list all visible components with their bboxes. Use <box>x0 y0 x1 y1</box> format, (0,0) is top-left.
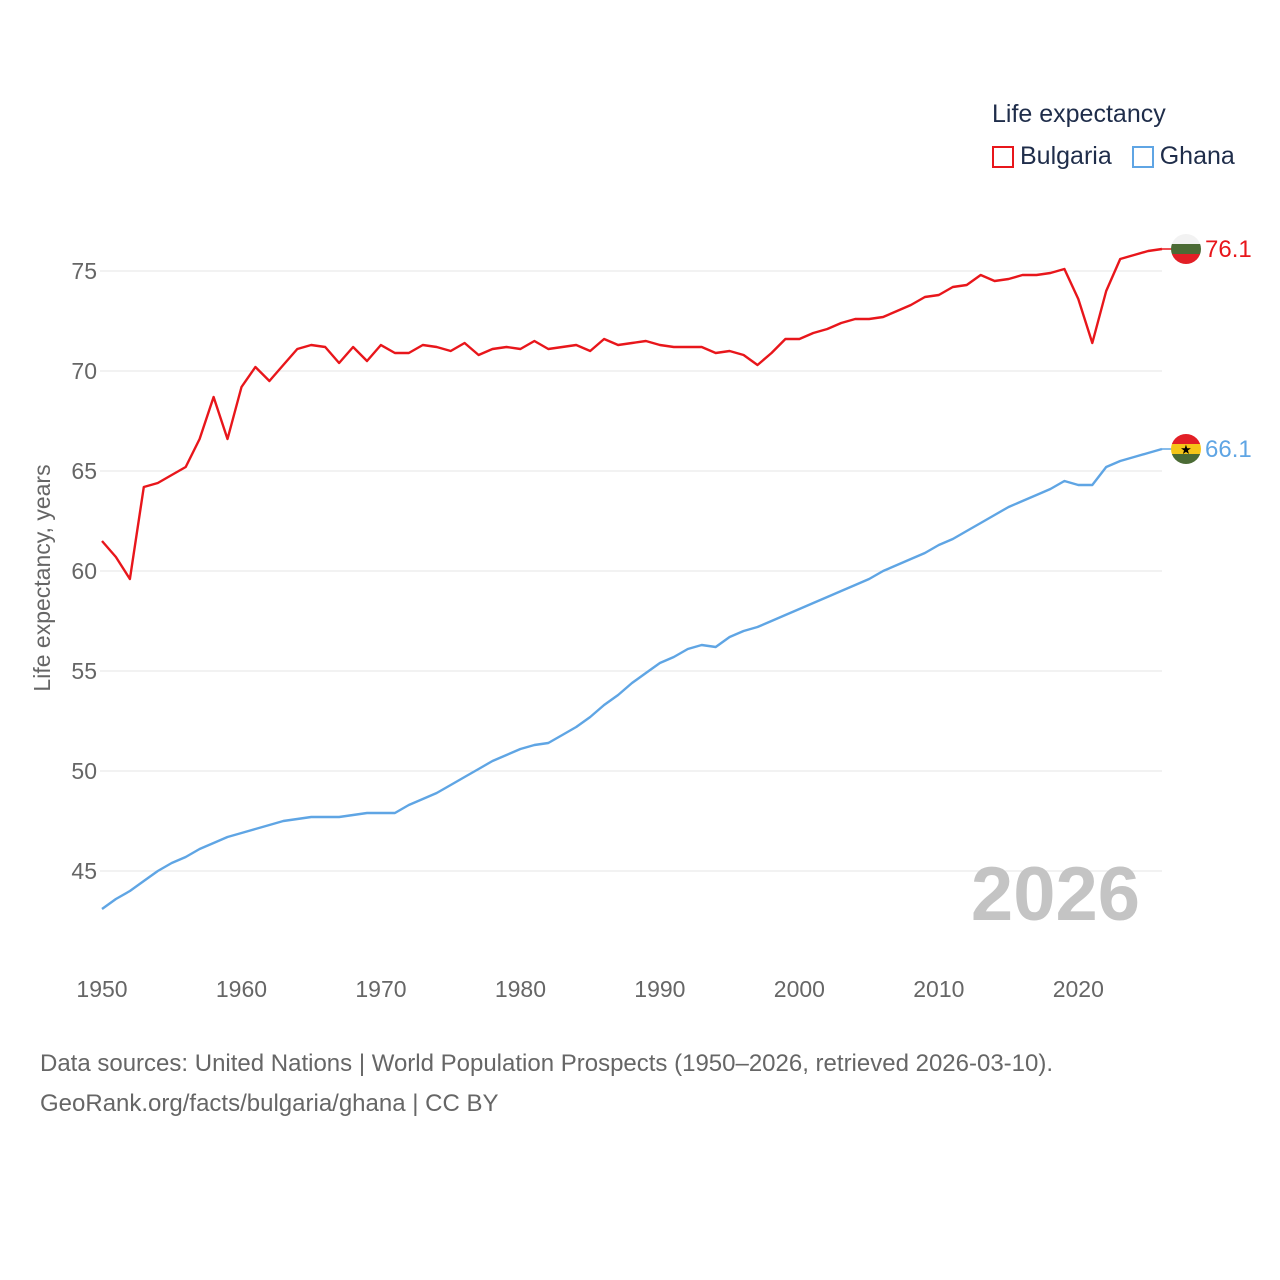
flag-stripe-yellow <box>1171 444 1201 454</box>
y-tick-label-60: 60 <box>71 558 97 584</box>
legend-label-bulgaria: Bulgaria <box>1020 142 1112 170</box>
y-tick-label-65: 65 <box>71 458 97 484</box>
flag-ghana-icon: ★ <box>1171 434 1201 464</box>
y-tick-label-50: 50 <box>71 758 97 784</box>
year-overlay: 2026 <box>971 852 1140 937</box>
series-line-ghana <box>101 447 1163 910</box>
flag-stripe-red <box>1171 254 1201 264</box>
flag-bulgaria-icon <box>1171 234 1201 264</box>
y-tick-label-75: 75 <box>71 258 97 284</box>
x-tick-label-1960: 1960 <box>216 976 267 1002</box>
y-tick-label-70: 70 <box>71 358 97 384</box>
x-tick-label-1980: 1980 <box>495 976 546 1002</box>
x-tick-label-2020: 2020 <box>1053 976 1104 1002</box>
legend: Bulgaria Ghana <box>992 142 1255 171</box>
legend-title: Life expectancy <box>992 100 1166 128</box>
flag-stripe-red <box>1171 434 1201 444</box>
flag-stripe-white <box>1171 234 1201 244</box>
legend-item-bulgaria[interactable]: Bulgaria <box>992 142 1112 171</box>
legend-label-ghana: Ghana <box>1159 142 1235 170</box>
gridlines <box>100 270 1162 872</box>
x-tick-label-2010: 2010 <box>913 976 964 1002</box>
data-sources-text: Data sources: United Nations | World Pop… <box>40 1050 1054 1077</box>
flag-stripe-green <box>1171 454 1201 464</box>
end-label-bulgaria: 76.1 <box>1205 236 1252 263</box>
x-tick-label-1990: 1990 <box>634 976 685 1002</box>
end-label-ghana: 66.1 <box>1205 436 1252 463</box>
flag-stripe-green <box>1171 244 1201 254</box>
y-tick-label-55: 55 <box>71 658 97 684</box>
footer: Data sources: United Nations | World Pop… <box>40 1044 1053 1124</box>
y-tick-label-45: 45 <box>71 858 97 884</box>
x-axis-ticks: 1950 1960 1970 1980 1990 2000 2010 2020 <box>76 976 1103 1002</box>
legend-swatch-bulgaria <box>992 145 1014 168</box>
x-tick-label-1970: 1970 <box>355 976 406 1002</box>
end-markers: 76.1 ★ 66.1 <box>1162 234 1252 464</box>
legend-swatch-ghana <box>1131 145 1154 168</box>
series-line-bulgaria <box>101 247 1163 581</box>
y-axis-ticks: 45 50 55 60 65 70 75 <box>71 258 97 884</box>
legend-item-ghana[interactable]: Ghana <box>1131 142 1235 171</box>
flag-star-icon: ★ <box>1180 442 1192 457</box>
x-tick-label-2000: 2000 <box>774 976 825 1002</box>
x-tick-label-1950: 1950 <box>76 976 127 1002</box>
y-axis-title: Life expectancy, years <box>29 464 55 691</box>
attribution-link[interactable]: GeoRank.org/facts/bulgaria/ghana | CC BY <box>40 1090 499 1117</box>
series-lines <box>101 247 1163 910</box>
